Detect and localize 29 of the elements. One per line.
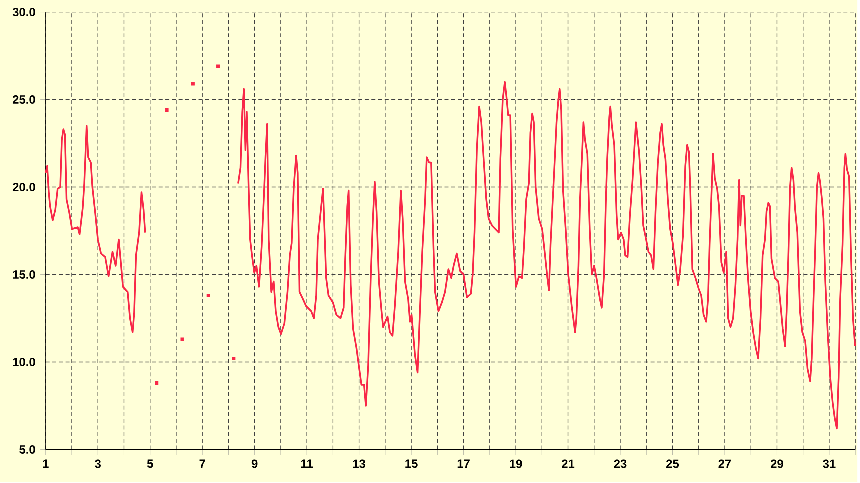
point: [191, 82, 195, 86]
x-tick-label: 13: [353, 460, 366, 468]
point: [165, 108, 169, 112]
x-tick-label: 17: [458, 460, 470, 468]
y-tick-label: 20.0: [12, 183, 36, 192]
x-tick-label: 9: [252, 460, 258, 468]
x-tick-label: 29: [770, 460, 784, 468]
y-tick-label: 15.0: [13, 270, 36, 280]
y-tick-label: 30.0: [12, 8, 36, 17]
y-tick-label: 25.0: [12, 96, 36, 104]
x-tick-label: 21: [562, 460, 575, 468]
y-tick-label: 5.0: [20, 446, 36, 454]
point: [206, 294, 210, 298]
x-tick-label: 23: [614, 460, 627, 468]
y-tick-label: 10.0: [13, 358, 36, 367]
point: [155, 382, 159, 386]
point: [216, 64, 220, 68]
x-tick-label: 15: [406, 460, 418, 468]
x-tick-label: 31: [823, 460, 836, 468]
x-tick-label: 25: [666, 460, 680, 468]
x-tick-label: 1: [43, 460, 49, 468]
x-tick-label: 27: [718, 460, 732, 468]
x-tick-label: 3: [95, 460, 101, 468]
x-tick-label: 11: [301, 460, 314, 468]
point: [180, 338, 184, 342]
x-tick-label: 5: [147, 460, 154, 468]
point: [232, 357, 236, 361]
x-tick-label: 7: [200, 460, 206, 468]
x-tick-label: 19: [510, 460, 522, 468]
